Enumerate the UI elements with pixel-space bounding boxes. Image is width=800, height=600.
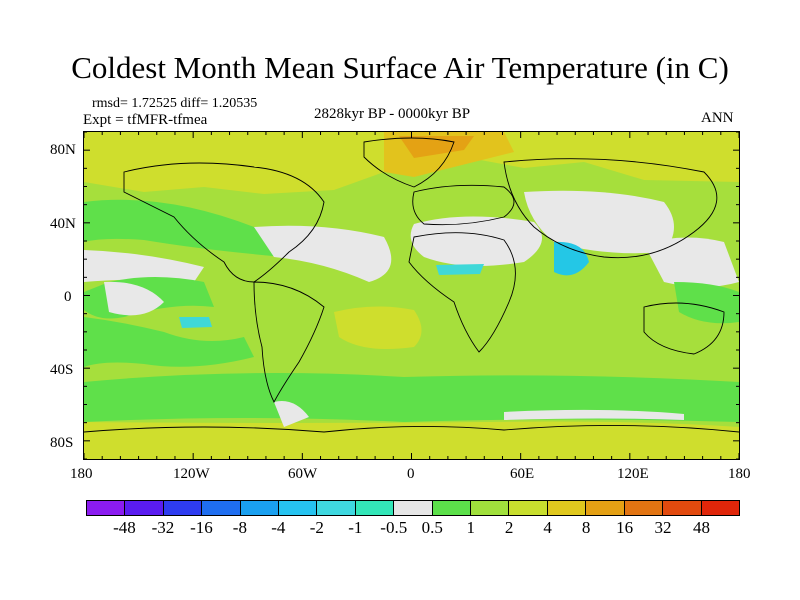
zone-pacific-neutral-2 [104,281,164,316]
zone-south-pacific [84,317,254,367]
coast-north-america [123,162,325,283]
map-temperature-zones [84,132,739,459]
color-bar-box [663,501,702,515]
zone-asia-neutral [524,190,674,254]
zone-pacific-neutral [84,250,204,282]
lon-label-0: 0 [407,466,415,482]
color-bar-label: -0.5 [380,518,408,537]
color-bar-box [355,501,395,515]
zone-west-pacific-neutral [644,237,739,287]
color-bar-label: 8 [581,518,591,537]
lat-label-80n: 80N [50,142,76,158]
color-bar-box [394,501,433,515]
color-bar-label: 4 [543,518,552,537]
zone-south-atlantic-warm [334,306,422,350]
color-bar-label: 16 [616,518,634,537]
coastlines [84,137,739,433]
lon-label-60w: 60W [288,466,318,482]
experiment-label: Expt = tfMFR-tfmea [83,112,208,128]
coast-europe [412,184,515,226]
lat-label-equator: 0 [64,289,72,305]
color-bar-box [125,501,164,515]
color-bar-label: -1 [348,518,363,537]
color-bar [86,500,740,516]
period-label: 2828kyr BP - 0000kyr BP [314,106,471,122]
lon-label-120e: 120E [617,466,649,482]
lon-label-180w: 180 [70,466,93,482]
color-bar-box [163,501,203,515]
color-bar-label: -8 [232,518,247,537]
color-bar-box [279,501,318,515]
season-label: ANN [701,110,734,126]
zone-greenland-hot [399,136,474,158]
color-bar-box [624,501,664,515]
zone-antarctic-neutral [504,409,684,420]
map-ticks [84,132,739,459]
coast-africa [408,232,516,353]
color-bar-label: -4 [271,518,286,537]
color-bar-box [471,501,510,515]
color-bar-label: 0.5 [421,518,443,537]
color-bar-box [317,501,356,515]
zone-sahara-neutral [410,216,542,266]
coast-south-america [253,281,325,403]
coast-antarctica [84,425,739,433]
zone-west-pacific [674,282,739,324]
zone-southern-ocean [84,373,739,422]
world-map [83,131,740,460]
color-bar-label: 2 [504,518,514,537]
color-bar-box [547,501,587,515]
lat-label-40s: 40S [50,362,74,378]
lon-label-120w: 120W [173,466,210,482]
color-bar-box [240,501,280,515]
zone-sahara-cold [436,264,484,275]
color-bar-box [586,501,625,515]
stats-text: rmsd= 1.72525 diff= 1.20535 [92,96,258,111]
color-bar-box [701,501,739,515]
color-bar-box [509,501,548,515]
color-bar-label: -2 [309,518,324,537]
map-canvas [84,132,739,459]
color-bar-label: 32 [654,518,672,537]
lon-label-180e: 180 [728,466,751,482]
color-bar-label: 1 [466,518,475,537]
zone-north-atlantic-neutral [254,225,392,282]
color-bar-label: -32 [151,518,175,537]
lat-label-80s: 80S [50,435,74,451]
coast-asia [503,158,718,259]
color-bar-label: -48 [113,518,136,537]
color-bar-box [202,501,241,515]
color-bar-label: -16 [190,518,213,537]
lon-label-60e: 60E [510,466,535,482]
zone-pacific-cold [179,317,212,328]
lat-label-40n: 40N [50,216,76,232]
zone-india-cold [554,241,589,276]
color-bar-box [432,501,472,515]
coast-greenland [363,137,455,188]
color-bar-label: 48 [693,518,711,537]
zone-antarctic-peninsula-neutral [274,401,309,427]
coast-australia [643,302,725,355]
zone-antarctica-warm [84,421,739,459]
color-bar-box [87,501,126,515]
chart-title: Coldest Month Mean Surface Air Temperatu… [71,50,729,85]
